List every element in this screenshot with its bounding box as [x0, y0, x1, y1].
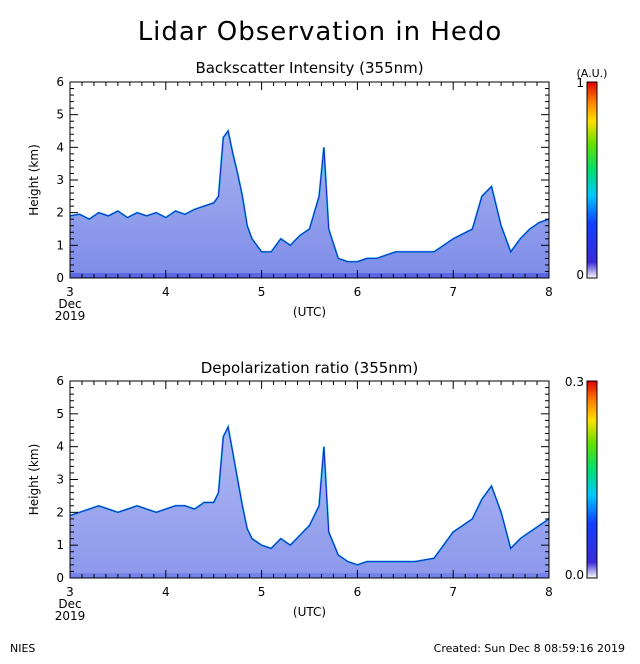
backscatter-panel: Backscatter Intensity (355nm) 0 1 2 3 4 5 6 3 4 5 6… — [27, 59, 607, 323]
x-tick-label: 3 — [66, 285, 74, 299]
x-start-month: Dec — [58, 597, 81, 611]
depolarization-panel: Depolarization ratio (355nm) 0 1 2 3 4 5 6 3 4 5 6 7… — [27, 359, 598, 623]
footer-right: Created: Sun Dec 8 08:59:16 2019 — [434, 642, 625, 655]
x-start-month: Dec — [58, 297, 81, 311]
y-tick-label: 5 — [56, 108, 64, 122]
colorbar-max-label: 0.3 — [565, 375, 584, 389]
x-tick-label: 4 — [162, 585, 170, 599]
colorbar-max-label: 1 — [576, 76, 584, 90]
x-axis-label: (UTC) — [293, 305, 326, 319]
y-tick-label: 6 — [56, 374, 64, 388]
colorbar-unit: (A.U.) — [577, 67, 608, 80]
y-tick-label: 1 — [56, 538, 64, 552]
x-tick-label: 7 — [449, 585, 457, 599]
x-tick-label: 8 — [545, 585, 553, 599]
colorbar-min-label: 0 — [576, 268, 584, 282]
y-tick-label: 0 — [56, 571, 64, 585]
footer-left: NIES — [10, 642, 35, 655]
x-start-year: 2019 — [55, 609, 86, 623]
x-tick-label: 6 — [354, 585, 362, 599]
colorbar-min-label: 0.0 — [565, 568, 584, 582]
colorbar — [586, 380, 598, 579]
panel-title: Depolarization ratio (355nm) — [201, 359, 419, 377]
panel-title: Backscatter Intensity (355nm) — [195, 59, 423, 77]
y-tick-label: 6 — [56, 75, 64, 89]
x-tick-label: 6 — [354, 285, 362, 299]
x-tick-label: 5 — [258, 285, 266, 299]
x-tick-label: 5 — [258, 585, 266, 599]
y-axis-label: Height (km) — [27, 444, 41, 515]
y-tick-label: 3 — [56, 473, 64, 487]
y-tick-label: 4 — [56, 140, 64, 154]
x-tick-label: 7 — [449, 285, 457, 299]
colorbar — [586, 81, 598, 279]
y-tick-label: 1 — [56, 238, 64, 252]
x-start-year: 2019 — [55, 309, 86, 323]
signal-region — [70, 427, 549, 578]
x-tick-label: 8 — [545, 285, 553, 299]
y-tick-label: 2 — [56, 505, 64, 519]
y-tick-label: 0 — [56, 271, 64, 285]
figure-title: Lidar Observation in Hedo — [138, 17, 503, 47]
y-tick-label: 4 — [56, 440, 64, 454]
signal-region — [70, 131, 549, 278]
cloud-top-edge — [69, 425, 550, 566]
y-tick-label: 3 — [56, 173, 64, 187]
y-tick-label: 5 — [56, 407, 64, 421]
y-tick-label: 2 — [56, 206, 64, 220]
x-axis-label: (UTC) — [293, 605, 326, 619]
y-axis-label: Height (km) — [27, 144, 41, 215]
x-tick-label: 4 — [162, 285, 170, 299]
cloud-top-edge — [69, 129, 550, 263]
x-tick-label: 3 — [66, 585, 74, 599]
